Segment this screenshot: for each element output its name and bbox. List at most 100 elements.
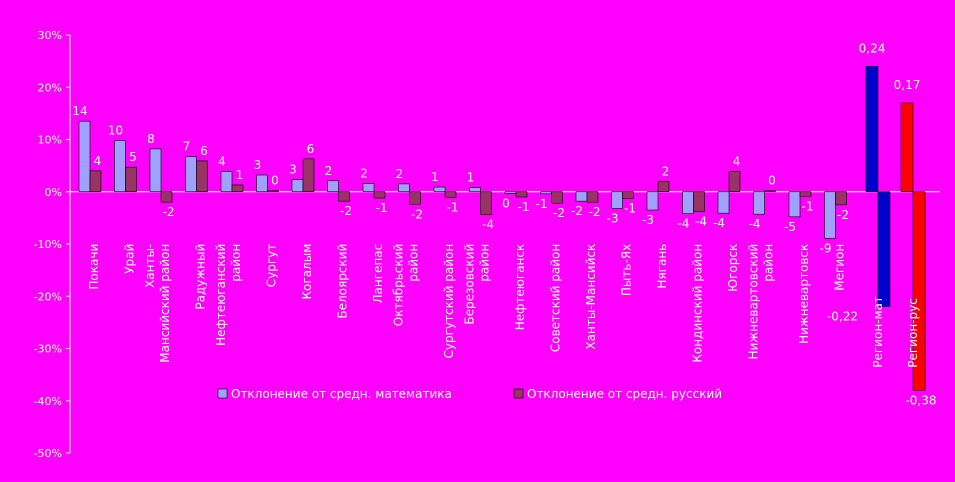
category-label-line: Нефтеюганск	[513, 244, 527, 331]
y-tick-label: 30%	[38, 29, 62, 42]
math-value-label: 3	[289, 163, 297, 177]
region-negative-bar	[877, 191, 891, 307]
russian-bar	[515, 191, 528, 198]
russian-bar	[196, 160, 208, 193]
math-value-label: -3	[642, 213, 654, 227]
category-label-line: Кондинский район	[691, 244, 705, 363]
math-value-label: -1	[536, 197, 548, 211]
legend-swatch	[217, 388, 228, 399]
category-label: Кондинский район	[691, 244, 705, 363]
russian-bar	[160, 191, 173, 203]
russian-bar	[551, 191, 563, 204]
category-label-line: район	[407, 244, 421, 282]
math-value-label: -9	[820, 241, 832, 255]
russian-value-label: 0	[271, 174, 279, 188]
math-bar	[78, 120, 91, 193]
category-label-line: Лангепас	[371, 244, 385, 304]
russian-bar	[267, 190, 279, 193]
category-label-line: Сургут	[265, 244, 279, 288]
category-label: Пыть-Ях	[620, 244, 634, 296]
russian-value-label: -1	[376, 201, 388, 215]
category-label: Нижневартовск	[797, 244, 811, 344]
category-label-line: Югорск	[726, 244, 740, 292]
math-value-label: -2	[571, 204, 583, 218]
y-tick-label: -30%	[34, 343, 62, 356]
russian-bar	[728, 171, 741, 193]
russian-bar	[835, 191, 847, 206]
math-value-label: -4	[678, 217, 690, 231]
russian-value-label: 4	[733, 154, 741, 168]
category-label-line: район	[229, 244, 243, 282]
category-label-line: Нягань	[655, 244, 669, 289]
category-label-line: район	[762, 244, 776, 282]
russian-bar	[338, 191, 350, 202]
math-bar	[646, 191, 659, 211]
russian-value-label: 2	[662, 164, 670, 178]
category-label: Югорск	[726, 244, 740, 292]
russian-bar	[409, 191, 421, 205]
legend: Отклонение от средн. математика Отклонени…	[217, 387, 722, 401]
category-label-line: Октябрьский	[392, 244, 406, 326]
math-bar	[682, 191, 694, 214]
math-bar	[398, 183, 410, 193]
math-value-label: 1	[431, 170, 439, 184]
y-tick-label: -50%	[34, 447, 62, 460]
category-label-line: Сургутский район	[442, 244, 456, 359]
category-label-line: Белоярский	[336, 244, 350, 319]
math-bar	[220, 171, 233, 193]
category-label: Ханты- Мансийский район	[143, 244, 172, 363]
russian-value-label: -1	[447, 200, 459, 214]
category-label: Нефтеюганский район	[214, 244, 243, 346]
y-tick-label: -20%	[34, 290, 62, 303]
math-value-label: -3	[607, 211, 619, 225]
russian-bar	[480, 191, 492, 216]
category-label: Сургут	[265, 244, 279, 288]
math-bar	[824, 191, 836, 239]
region-negative-label: -0,38	[905, 393, 936, 407]
category-label-line: Мансийский район	[158, 244, 172, 363]
math-bar	[504, 191, 517, 194]
russian-value-label: -2	[340, 204, 352, 218]
region-category-label-text: Регион-мат	[871, 296, 885, 368]
y-tick-label: -10%	[34, 238, 62, 251]
russian-value-label: -2	[837, 208, 849, 222]
math-bar	[611, 191, 623, 209]
math-bar	[291, 179, 304, 193]
region-category-label: Регион-рус	[906, 298, 920, 368]
region-category-label-text: Регион-рус	[906, 298, 920, 368]
category-label-line: Нижневартовск	[797, 244, 811, 344]
math-bar	[327, 180, 339, 193]
category-label-line: Пыть-Ях	[620, 244, 634, 296]
russian-value-label: 5	[129, 150, 137, 164]
category-label-line: Когалым	[300, 244, 314, 300]
russian-bar	[125, 166, 137, 193]
russian-value-label: -1	[518, 200, 530, 214]
math-value-label: 14	[72, 104, 87, 118]
russian-value-label: -2	[553, 206, 565, 220]
math-value-label: -4	[749, 217, 761, 231]
region-negative-label: -0,22	[827, 310, 858, 324]
russian-bar	[693, 191, 705, 212]
y-tick-label: 20%	[38, 81, 62, 94]
math-value-label: 3	[254, 158, 262, 172]
russian-bar	[444, 191, 457, 198]
y-tick-label: 0%	[45, 186, 62, 199]
math-value-label: 7	[183, 140, 191, 154]
russian-value-label: -2	[411, 207, 423, 221]
legend-label: Отклонение от средн. русский	[527, 387, 722, 401]
bars-layer	[78, 66, 926, 391]
russian-value-label: 4	[94, 154, 102, 168]
math-bar	[540, 191, 552, 195]
russian-bar	[764, 190, 776, 193]
russian-bar	[89, 170, 102, 193]
legend-label: Отклонение от средн. математика	[231, 387, 452, 401]
category-label-line: Покачи	[87, 244, 101, 290]
region-positive-label: 0,17	[894, 78, 921, 92]
category-label: Белоярский	[336, 244, 350, 319]
math-value-label: 10	[108, 124, 123, 138]
math-bar	[753, 191, 765, 215]
math-bar	[185, 156, 197, 193]
russian-bar	[657, 181, 670, 193]
category-label: Нижневартовский район	[747, 244, 776, 360]
